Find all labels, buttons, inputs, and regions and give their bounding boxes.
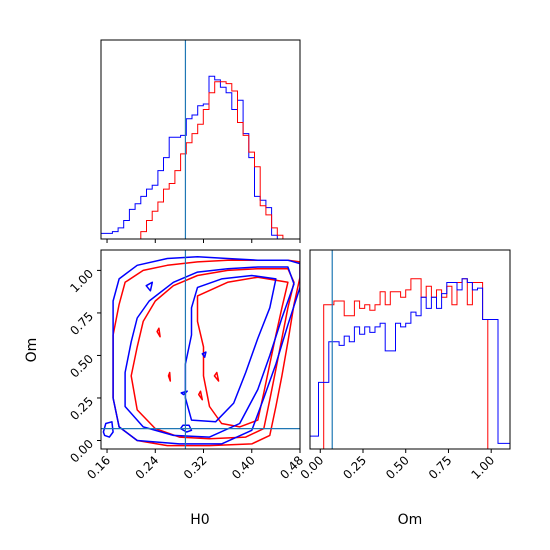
om-histogram-xtick-label: 1.00 [469,453,498,482]
om-histogram-xtick-label: 0.25 [340,453,369,482]
x-axis-label-h0: H0 [190,512,209,528]
contour-run_b-2 [184,274,277,423]
contour-xtick-label: 0.32 [181,453,210,482]
contour-xtick-label: 0.40 [229,453,258,482]
h0-om-contour-panel: 0.16 0.24 0.32 0.40 0.48 0.000.250.500.751.0… [24,249,306,528]
h0-histogram-run_a [101,81,300,240]
contour-xtick-label: 0.16 [84,453,113,482]
om-histogram-xtick-label: 0.50 [383,453,412,482]
contour-run_a-1 [130,267,295,440]
contour-run_a-5 [197,390,204,401]
om-histogram-xtick-label: 0.00 [298,453,327,482]
h0-histogram-panel [100,39,301,243]
contour-run_b-3 [102,421,114,438]
contour-run_b-0 [112,256,300,445]
contour-run_a-3 [156,327,161,338]
contour-run_a-6 [213,371,220,382]
contour-ytick-label: 0.00 [67,437,96,466]
om-histogram-frame [309,249,511,450]
contour-run_b-4 [145,281,154,292]
contour-ytick-label: 1.00 [67,267,96,296]
om-histogram-xtick-label: 0.75 [426,453,455,482]
contour-run_b-7 [201,351,207,358]
contour-run_b-1 [124,266,295,438]
contour-ytick-label: 0.25 [67,394,96,423]
contour-xtick-label: 0.24 [133,453,162,482]
h0-histogram-frame [100,39,301,240]
contour-ytick-label: 0.50 [67,352,96,381]
contour-run_b-5 [180,390,188,396]
contour-ytick-label: 0.75 [67,309,96,338]
contour-run_a-2 [196,276,289,428]
om-histogram-run_a [310,278,510,450]
contour-frame [100,249,301,450]
contour-run_a-4 [167,371,172,382]
om-histogram-panel: 0.00 0.25 0.50 0.75 1.00 Om [298,249,511,528]
x-axis-label-om: Om [398,512,423,528]
y-axis-label-om: Om [24,338,40,363]
om-histogram-run_b [309,278,511,449]
